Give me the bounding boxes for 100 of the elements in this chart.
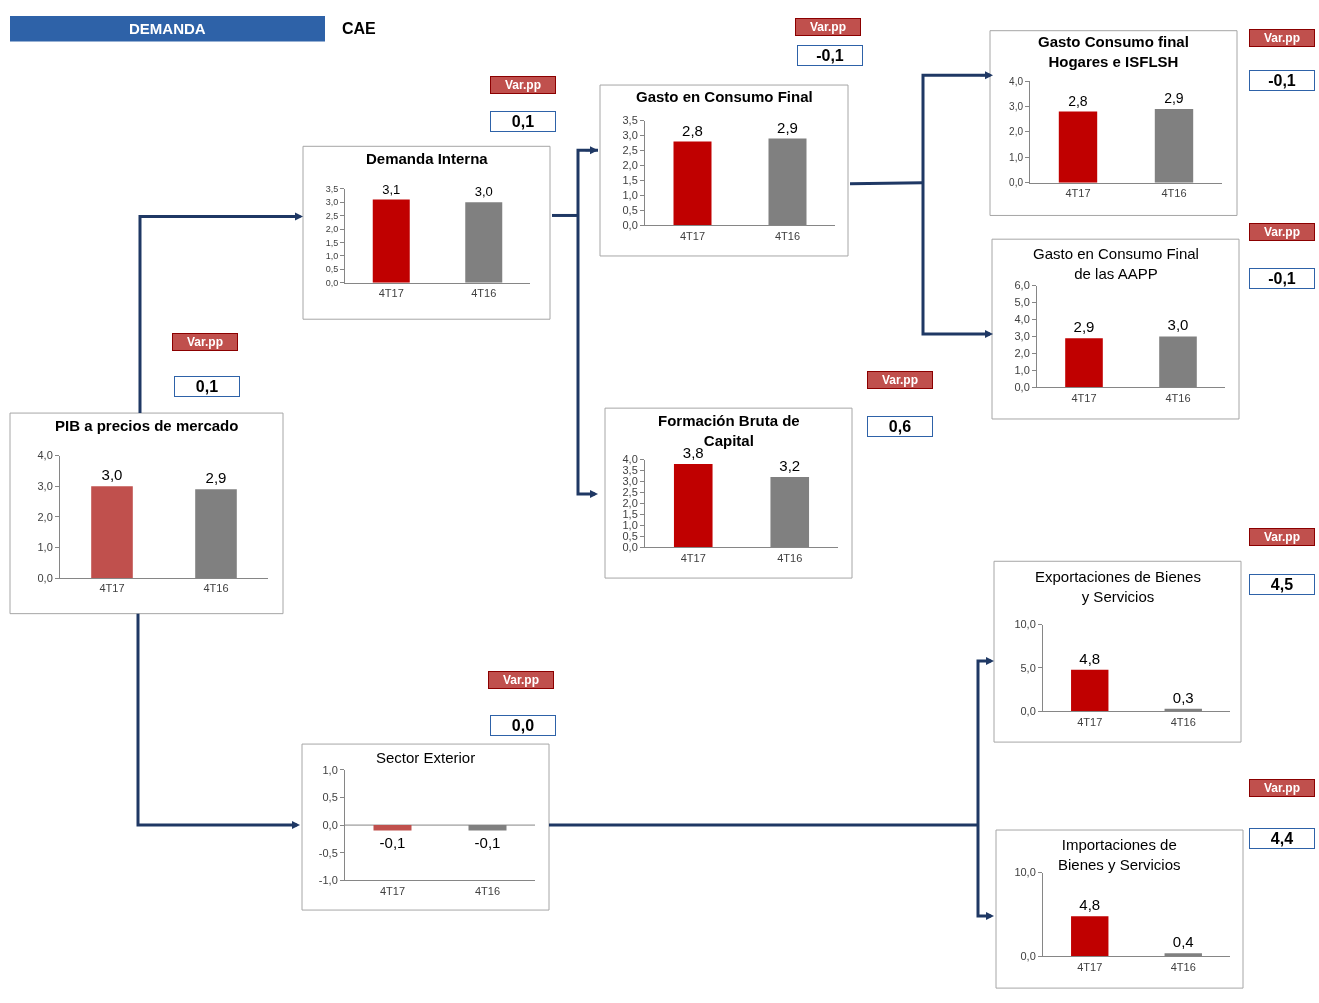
y-tick-label: 3,0	[622, 129, 638, 142]
x-tick-label: 4T16	[777, 551, 803, 564]
y-tick-label: -0,5	[318, 846, 338, 859]
text: -0,1	[1268, 72, 1296, 89]
y-tick-label: 2,0	[325, 224, 339, 235]
y-tick-label: 1,0	[1014, 364, 1030, 377]
y-tick-label: 0,0	[1020, 950, 1036, 963]
y-tick-label: 2,0	[37, 510, 53, 523]
y-tick-label: 5,0	[1014, 296, 1030, 309]
x-tick-label: 4T16	[774, 229, 801, 242]
text: -0,1	[816, 47, 844, 64]
y-tick-label: 2,0	[1009, 126, 1024, 138]
text: 4,5	[1270, 576, 1294, 593]
text: -0,1	[1268, 270, 1296, 287]
text: Var.pp	[502, 673, 540, 687]
text: Var.pp	[504, 78, 542, 92]
data-label: 2,9	[777, 118, 798, 136]
data-label: 4,8	[1079, 896, 1101, 914]
y-tick-label: 1,0	[37, 541, 53, 554]
y-tick-label: 4,0	[37, 449, 53, 462]
y-tick-label: 2,0	[622, 159, 638, 172]
chart-title: Gasto Consumo final Hogares e ISFLSH	[1038, 33, 1189, 70]
data-label: 2,9	[205, 469, 227, 487]
data-label: 2,8	[1068, 92, 1088, 109]
y-tick-label: 0,5	[622, 530, 638, 543]
y-tick-label: 3,0	[37, 480, 53, 493]
y-tick-label: 0,0	[325, 277, 339, 288]
x-tick-label: 4T16	[1165, 391, 1191, 404]
data-label: 3,0	[101, 466, 123, 484]
text: 0,1	[195, 378, 219, 395]
x-tick-label: 4T16	[471, 286, 497, 299]
y-tick-label: 3,0	[622, 475, 638, 488]
y-tick-label: 1,0	[322, 763, 338, 776]
y-tick-label: 4,0	[1014, 313, 1030, 326]
x-tick-label: 4T17	[1071, 391, 1097, 404]
text: 0,1	[511, 113, 535, 130]
data-label: -0,1	[474, 833, 501, 851]
y-tick-label: 10,0	[1014, 866, 1036, 879]
y-tick-label: 2,0	[622, 497, 638, 510]
chart-title: Gasto en Consumo Final de las AAPP	[1033, 245, 1199, 282]
x-tick-label: 4T17	[680, 551, 706, 564]
data-label: 4,8	[1079, 649, 1101, 667]
text: Var.pp	[1263, 530, 1301, 544]
text: Var.pp	[1263, 781, 1301, 795]
x-tick-label: 4T17	[1077, 715, 1103, 728]
y-tick-label: 1,0	[622, 189, 638, 202]
x-tick-label: 4T16	[1170, 960, 1196, 973]
y-tick-label: 3,5	[622, 114, 638, 127]
y-tick-label: 3,0	[1014, 330, 1030, 343]
data-label: 3,0	[1167, 316, 1189, 334]
y-tick-label: 1,0	[622, 519, 638, 532]
y-tick-label: 1,5	[622, 174, 638, 187]
text: Var.pp	[1263, 225, 1301, 239]
data-label: 3,1	[382, 181, 401, 197]
y-tick-label: 1,5	[325, 237, 339, 248]
text: 0,6	[888, 418, 912, 435]
x-tick-label: 4T17	[99, 582, 125, 595]
y-tick-label: 4,0	[622, 453, 638, 466]
y-tick-label: 2,5	[622, 144, 638, 157]
y-tick-label: 1,0	[1009, 151, 1024, 163]
text: Var.pp	[881, 373, 919, 387]
x-tick-label: 4T17	[1077, 960, 1103, 973]
y-tick-label: 0,0	[622, 541, 638, 554]
y-tick-label: 3,0	[325, 197, 339, 208]
y-tick-label: 0,0	[1020, 705, 1036, 718]
data-label: 0,4	[1172, 933, 1194, 951]
x-tick-label: 4T16	[474, 884, 501, 897]
data-label: 3,2	[779, 457, 801, 475]
x-tick-label: 4T17	[679, 229, 706, 242]
y-tick-label: -1,0	[318, 874, 338, 887]
data-label: 3,0	[474, 184, 493, 200]
text: DEMANDA	[129, 20, 206, 37]
x-tick-label: 4T17	[1065, 187, 1091, 200]
chart-title: Gasto en Consumo Final	[636, 88, 813, 105]
y-tick-label: 0,5	[622, 204, 638, 217]
x-tick-label: 4T17	[378, 286, 404, 299]
y-tick-label: 1,5	[622, 508, 638, 521]
y-tick-label: 0,0	[37, 571, 53, 584]
data-label: -0,1	[379, 833, 406, 851]
text: Var.pp	[186, 335, 224, 349]
chart-title: PIB a precios de mercado	[55, 417, 239, 434]
text: Var.pp	[1263, 31, 1301, 45]
text: 0,0	[511, 717, 535, 734]
chart-title: Importaciones de Bienes y Servicios	[1058, 836, 1181, 873]
x-tick-label: 4T16	[1170, 715, 1196, 728]
y-tick-label: 0,0	[322, 818, 338, 831]
data-label: 0,3	[1172, 688, 1194, 706]
chart-title: Sector Exterior	[376, 749, 476, 766]
y-tick-label: 2,5	[622, 486, 638, 499]
y-tick-label: 3,5	[622, 464, 638, 477]
text: CAE	[342, 20, 377, 37]
chart-title: Exportaciones de Bienes y Servicios	[1035, 568, 1201, 605]
x-tick-label: 4T17	[379, 884, 406, 897]
data-label: 2,9	[1073, 318, 1095, 336]
y-tick-label: 0,0	[1014, 381, 1030, 394]
chart-title: Demanda Interna	[366, 150, 489, 167]
y-tick-label: 0,0	[622, 219, 638, 232]
y-tick-label: 10,0	[1014, 618, 1036, 631]
y-tick-label: 3,0	[1009, 101, 1024, 113]
data-label: 2,9	[1164, 90, 1184, 107]
